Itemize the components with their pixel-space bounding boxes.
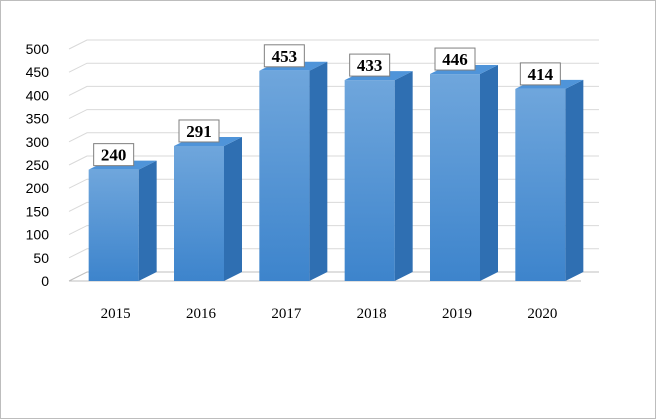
data-label: 291 bbox=[178, 119, 220, 143]
y-axis-tick-labels: 0 50 100 150 200 250 300 350 400 450 500 bbox=[26, 41, 50, 289]
bar-side bbox=[309, 61, 328, 281]
bar-side bbox=[394, 71, 413, 281]
bar-2018 bbox=[344, 71, 413, 281]
data-label-text: 291 bbox=[186, 122, 212, 141]
bar-2019 bbox=[430, 65, 498, 281]
gridlines bbox=[68, 39, 599, 282]
data-label-box bbox=[434, 47, 476, 71]
bar-side bbox=[480, 65, 498, 281]
y-tick-label: 250 bbox=[26, 157, 50, 173]
data-label: 433 bbox=[349, 53, 391, 77]
data-label-text: 446 bbox=[442, 50, 468, 69]
bar-front bbox=[430, 74, 480, 281]
y-tick-label: 0 bbox=[41, 273, 49, 289]
x-tick-label: 2016 bbox=[186, 306, 217, 322]
gridline bbox=[68, 62, 599, 73]
bar-side bbox=[138, 160, 157, 281]
x-tick-label: 2020 bbox=[527, 306, 557, 322]
bar-front bbox=[174, 145, 224, 281]
bar-side bbox=[224, 136, 242, 281]
data-label-text: 414 bbox=[528, 65, 554, 84]
bar-front bbox=[88, 169, 139, 281]
gridline bbox=[68, 271, 599, 282]
data-label: 446 bbox=[434, 47, 476, 71]
x-tick-label: 2018 bbox=[357, 306, 387, 322]
data-label: 414 bbox=[519, 62, 561, 86]
y-tick-label: 50 bbox=[33, 250, 49, 266]
gridline bbox=[68, 225, 599, 236]
data-label-text: 240 bbox=[101, 146, 127, 165]
bars bbox=[88, 61, 584, 282]
bar-front bbox=[259, 70, 310, 281]
y-tick-label: 300 bbox=[26, 134, 50, 150]
y-tick-label: 150 bbox=[26, 203, 50, 219]
data-label: 453 bbox=[263, 44, 305, 68]
bar-side bbox=[565, 79, 584, 282]
x-axis-tick-labels: 2015 2016 2017 2018 2019 2020 bbox=[101, 306, 558, 322]
data-label-text: 433 bbox=[357, 56, 383, 75]
gridline bbox=[68, 109, 599, 120]
bar-front bbox=[344, 80, 395, 281]
data-label-box bbox=[93, 143, 135, 167]
y-tick-label: 400 bbox=[26, 87, 50, 103]
gridline bbox=[68, 39, 599, 50]
data-label: 240 bbox=[93, 143, 135, 167]
bar-2020 bbox=[515, 79, 584, 282]
gridline bbox=[68, 178, 599, 189]
gridline bbox=[68, 85, 599, 96]
gridline bbox=[68, 155, 599, 166]
gridline bbox=[68, 248, 599, 259]
data-label-box bbox=[263, 44, 305, 68]
y-tick-label: 350 bbox=[26, 111, 50, 127]
bar-front bbox=[515, 88, 566, 282]
y-tick-label: 450 bbox=[26, 64, 50, 80]
bar-2017 bbox=[259, 61, 328, 281]
data-label-box bbox=[519, 62, 561, 86]
x-tick-label: 2015 bbox=[101, 306, 131, 322]
x-tick-label: 2019 bbox=[442, 306, 472, 322]
y-tick-label: 100 bbox=[26, 227, 50, 243]
data-label-box bbox=[178, 119, 220, 143]
data-label-box bbox=[349, 53, 391, 77]
data-label-text: 453 bbox=[272, 47, 298, 66]
gridline bbox=[68, 132, 599, 143]
bar-2016 bbox=[174, 136, 242, 281]
bar-2015 bbox=[88, 160, 157, 281]
y-tick-label: 200 bbox=[26, 180, 50, 196]
y-tick-label: 500 bbox=[26, 41, 50, 57]
data-labels: 240 291 453 433 446 414 bbox=[93, 44, 561, 167]
gridline bbox=[68, 201, 599, 212]
x-tick-label: 2017 bbox=[271, 306, 302, 322]
